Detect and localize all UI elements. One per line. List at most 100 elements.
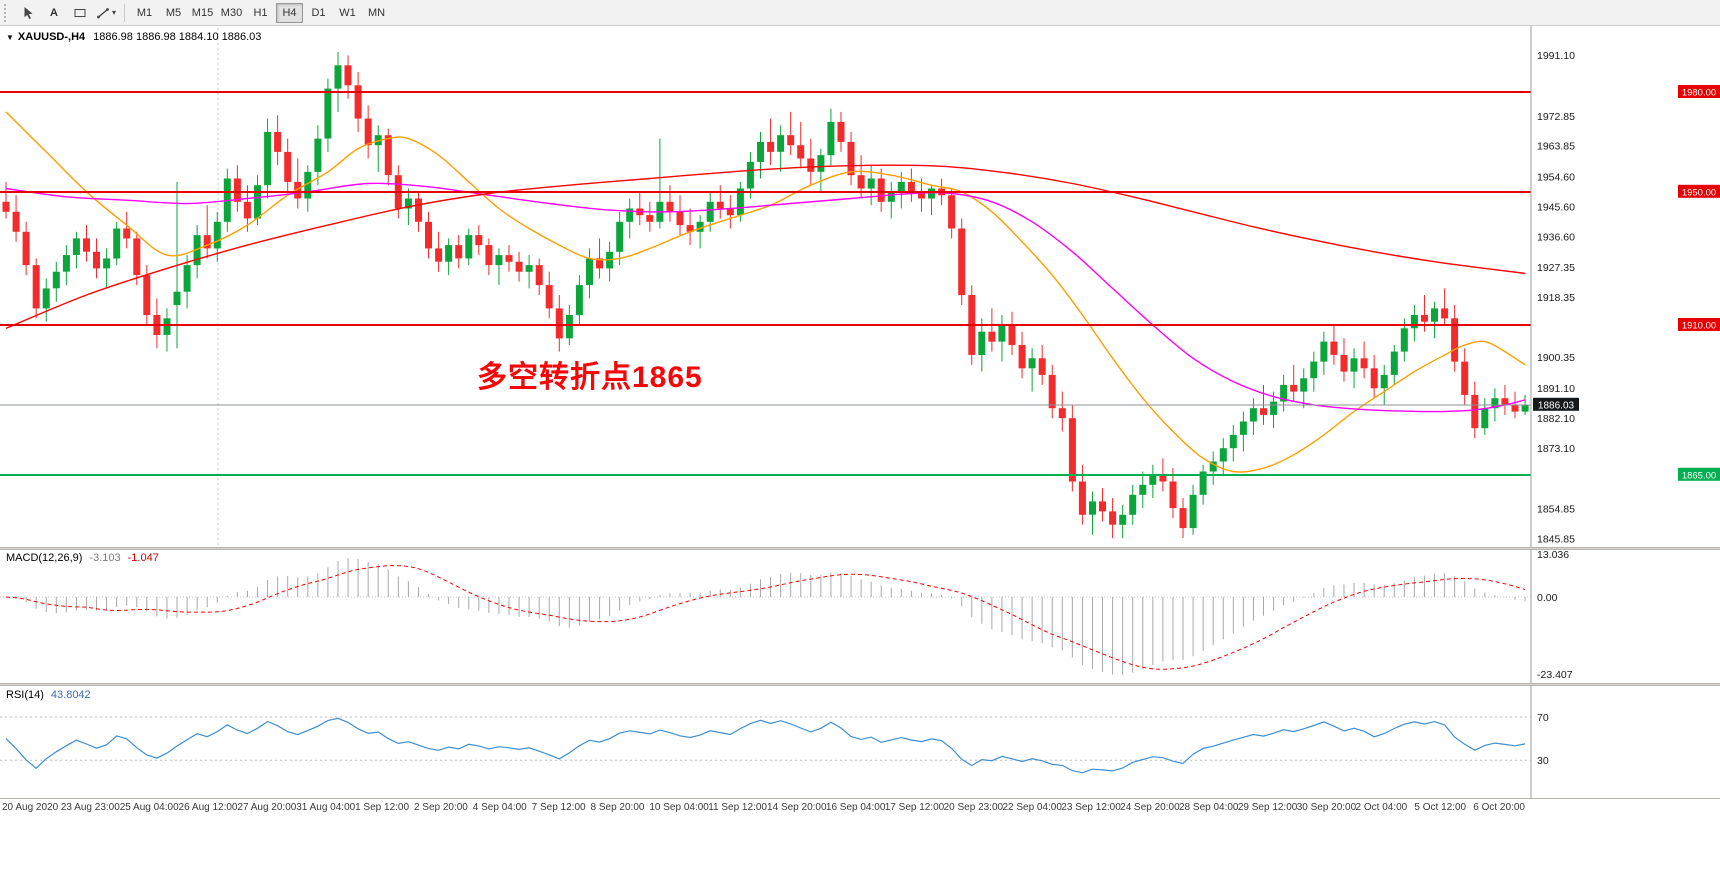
cursor-icon	[24, 6, 32, 19]
time-axis-label: 4 Sep 04:00	[472, 802, 527, 813]
level-price-badge	[1678, 467, 1720, 481]
cursor-tool-button[interactable]	[16, 3, 40, 23]
timeframe-button-m30[interactable]: M30	[218, 3, 245, 23]
candles-layer	[2, 52, 1529, 539]
macd-axis-label: 13.036	[1537, 550, 1569, 561]
time-axis-label: 8 Sep 20:00	[590, 802, 645, 813]
price-axis-label: 1900.35	[1537, 352, 1575, 364]
macd-signal-line	[5, 565, 1526, 670]
macd-label: MACD(12,26,9) -3.103 -1.047	[6, 552, 159, 564]
timeframe-button-d1[interactable]: D1	[305, 3, 332, 23]
time-axis-label: 25 Aug 04:00	[119, 802, 179, 813]
rsi-axis-label: 70	[1537, 712, 1549, 724]
time-axis-label: 26 Aug 12:00	[178, 802, 238, 813]
macd-axis-label: -23.407	[1537, 669, 1573, 681]
price-axis-label: 1936.60	[1537, 231, 1575, 243]
macd-axis-label: 0.00	[1537, 592, 1558, 604]
price-axis-label: 1972.85	[1537, 111, 1575, 123]
ma-slow-red	[5, 164, 1526, 329]
level-price-badge	[1678, 85, 1720, 98]
price-axis-label: 1891.10	[1537, 383, 1575, 395]
draw-tools-dropdown-button[interactable]: ▾	[94, 3, 118, 23]
ohlc-values: 1886.98 1886.98 1884.10 1886.03	[93, 31, 262, 43]
timeframe-button-mn[interactable]: MN	[363, 3, 390, 23]
time-axis-label: 29 Sep 12:00	[1237, 802, 1298, 813]
time-axis-label: 30 Sep 20:00	[1296, 802, 1357, 813]
level-price-badge	[1678, 318, 1720, 331]
rsi-value: 43.8042	[50, 689, 91, 701]
time-axis-label: 16 Sep 04:00	[825, 802, 886, 813]
time-axis-label: 23 Sep 12:00	[1061, 802, 1121, 813]
price-axis-label: 1854.85	[1537, 504, 1575, 516]
text-tool-label: A	[50, 6, 58, 19]
frame-tool-button[interactable]	[68, 3, 92, 23]
rsi-label: RSI(14) 43.8042	[6, 689, 91, 701]
toolbar: A ▾ M1 M5 M15 M30 H1 H4 D1 W1 MN	[0, 0, 1720, 26]
panel-resize-divider[interactable]	[0, 683, 1720, 686]
macd-main-value: -3.103	[89, 552, 121, 564]
time-axis-label: 31 Aug 04:00	[296, 802, 356, 813]
time-axis-label: 1 Sep 12:00	[355, 802, 410, 813]
time-axis-label: 2 Sep 20:00	[413, 802, 468, 813]
symbol-label: XAUUSD-,H4	[17, 31, 86, 43]
price-axis-label: 1918.35	[1537, 292, 1575, 304]
time-axis-label: 5 Oct 12:00	[1414, 802, 1467, 813]
macd-signal-value: -1.047	[127, 552, 159, 564]
time-axis-label: 6 Oct 20:00	[1473, 802, 1525, 813]
time-axis-label: 20 Aug 2020	[2, 802, 59, 813]
price-axis-label: 1873.10	[1537, 443, 1575, 455]
macd-histogram	[15, 558, 1526, 675]
frame-icon	[74, 8, 86, 17]
ma-mid-magenta	[5, 182, 1526, 413]
rsi-title: RSI(14)	[6, 689, 44, 701]
trendline-icon	[97, 7, 109, 18]
time-axis-label: 11 Sep 12:00	[708, 802, 767, 813]
price-axis-label: 1882.10	[1537, 413, 1575, 425]
text-label-tool-button[interactable]: A	[42, 3, 66, 23]
level-price-badge-label: 1910.00	[1682, 321, 1716, 332]
time-axis[interactable]: 20 Aug 2020 23 Aug 23:00 25 Aug 04:00 26 Au…	[0, 798, 1720, 815]
rsi-indicator-chart[interactable]: 70 30	[0, 686, 1720, 798]
rsi-line	[5, 717, 1526, 774]
price-axis-label: 1927.35	[1537, 262, 1575, 274]
symbol-ohlc-line: ▼ XAUUSD-,H4 1886.98 1886.98 1884.10 1886.…	[6, 31, 261, 43]
current-price-badge	[1533, 397, 1579, 411]
timeframe-button-m5[interactable]: M5	[160, 3, 187, 23]
time-axis-label: 22 Sep 04:00	[1002, 802, 1062, 813]
price-axis-label: 1945.60	[1537, 202, 1575, 214]
price-axis-label: 1991.10	[1537, 50, 1575, 62]
current-price-badge-label: 1886.03	[1538, 400, 1575, 411]
timeframe-group: M1 M5 M15 M30 H1 H4 D1 W1 MN	[130, 2, 391, 23]
price-axis-label: 1845.85	[1537, 534, 1575, 546]
price-axis-label: 1954.60	[1537, 172, 1575, 184]
time-axis-label: 24 Sep 20:00	[1120, 802, 1180, 813]
time-axis-label: 28 Sep 04:00	[1179, 802, 1239, 813]
time-axis-label: 23 Aug 23:00	[60, 802, 120, 813]
time-axis-label: 10 Sep 04:00	[649, 802, 709, 813]
ma-fast-orange	[5, 111, 1526, 473]
level-price-badge	[1678, 184, 1720, 198]
timeframe-button-m1[interactable]: M1	[131, 3, 158, 23]
toolbar-grip-handle[interactable]	[4, 3, 11, 22]
toolbar-separator	[124, 3, 125, 22]
price-axis-label: 1963.85	[1537, 141, 1575, 153]
level-price-badge-label: 1980.00	[1682, 88, 1716, 99]
timeframe-button-m15[interactable]: M15	[189, 3, 216, 23]
rsi-axis-label: 30	[1537, 755, 1549, 767]
time-axis-label: 7 Sep 12:00	[531, 802, 586, 813]
time-axis-label: 27 Aug 20:00	[237, 802, 297, 813]
timeframe-button-w1[interactable]: W1	[334, 3, 361, 23]
annotation-text-object[interactable]: 多空转折点1865	[477, 361, 703, 394]
panel-resize-divider[interactable]	[0, 547, 1720, 550]
main-price-chart[interactable]: 1991.10 1972.85 1963.85 1954.60 1945.60 1936.…	[0, 26, 1720, 547]
level-price-badge-label: 1865.00	[1682, 470, 1716, 481]
macd-indicator-chart[interactable]: 13.036 0.00 -23.407	[0, 550, 1720, 683]
time-axis-label: 2 Oct 04:00	[1355, 802, 1408, 813]
time-axis-label: 17 Sep 12:00	[884, 802, 945, 813]
timeframe-button-h4[interactable]: H4	[276, 2, 303, 23]
chevron-down-icon: ▾	[111, 8, 116, 17]
level-price-badge-label: 1950.00	[1682, 187, 1716, 198]
timeframe-button-h1[interactable]: H1	[247, 3, 274, 23]
symbol-marker-icon: ▼	[6, 33, 14, 42]
